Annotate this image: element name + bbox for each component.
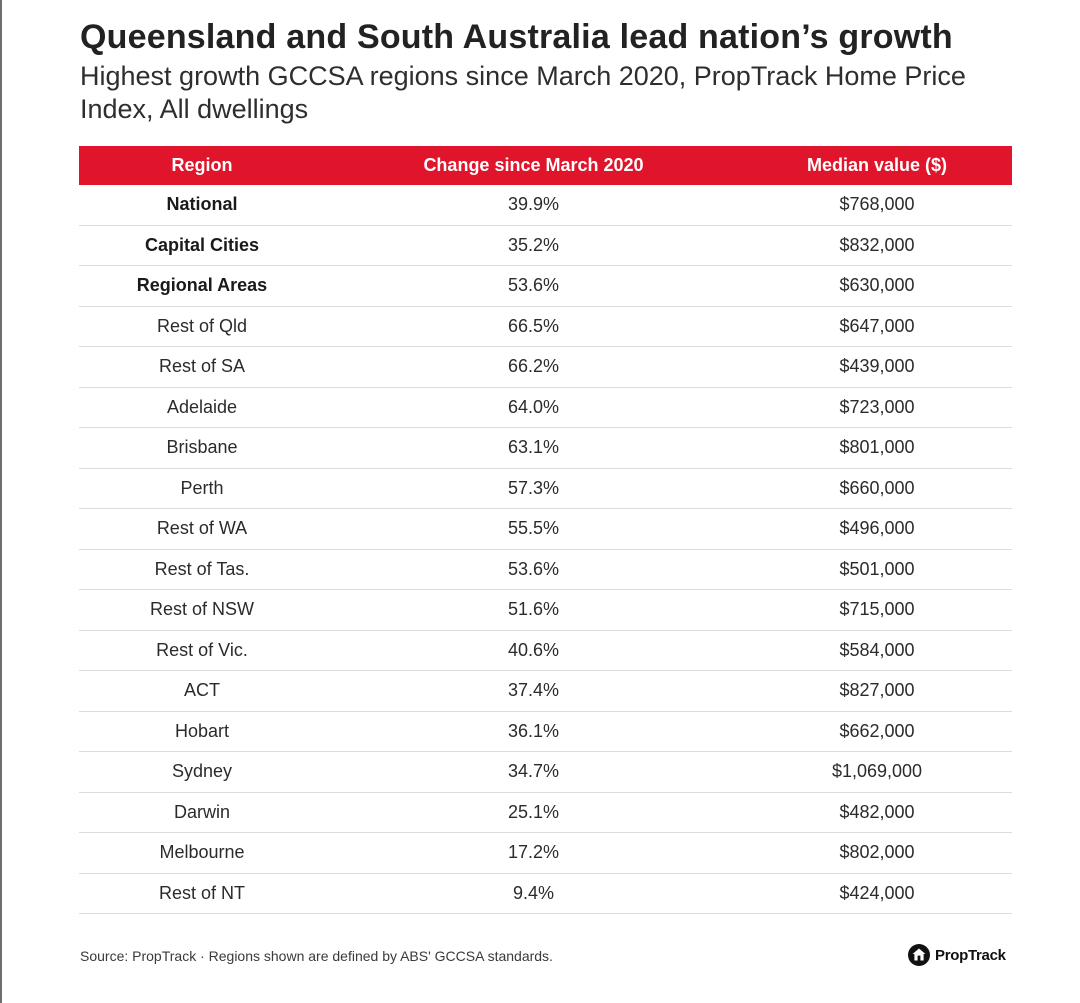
table-row: Rest of Tas. 53.6% $501,000 [79,550,1012,590]
column-header-median: Median value ($) [806,155,948,175]
table-row: Adelaide 64.0% $723,000 [79,388,1012,428]
cell-region: Rest of WA [156,518,248,539]
proptrack-logo-icon [908,944,930,966]
cell-region: Melbourne [159,842,245,863]
cell-change: 53.6% [507,275,560,296]
cell-region: National [166,194,238,215]
table-row: Perth 57.3% $660,000 [79,469,1012,509]
table-row: ACT 37.4% $827,000 [79,671,1012,712]
cell-change: 63.1% [507,437,560,458]
table-row: Rest of Qld 66.5% $647,000 [79,307,1012,347]
cell-region: Rest of NT [158,882,246,903]
cell-change: 35.2% [507,234,560,255]
cell-median: $768,000 [839,194,915,215]
cell-median: $715,000 [839,599,915,620]
table-row: National 39.9% $768,000 [79,185,1012,226]
table-row: Rest of Vic. 40.6% $584,000 [79,631,1012,671]
data-table: Region Change since March 2020 Median va… [79,146,1012,914]
cell-change: 25.1% [507,801,560,822]
cell-region: Capital Cities [144,234,260,255]
cell-median: $1,069,000 [831,761,923,782]
table-header: Region Change since March 2020 Median va… [79,146,1012,185]
cell-median: $439,000 [839,356,915,377]
cell-region: Darwin [173,801,230,822]
table-row: Brisbane 63.1% $801,000 [79,428,1012,469]
cell-median: $660,000 [839,477,915,498]
cell-region: Sydney [171,761,233,782]
table-row: Hobart 36.1% $662,000 [79,712,1012,752]
cell-change: 53.6% [507,558,560,579]
table-body: National 39.9% $768,000 Capital Cities 35.2%… [79,185,1012,914]
cell-median: $584,000 [839,639,915,660]
cell-region: Brisbane [166,437,238,458]
cell-region: Rest of SA [158,356,246,377]
chart-subtitle: Highest growth GCCSA regions since March… [80,61,966,124]
table-row: Sydney 34.7% $1,069,000 [79,752,1012,793]
cell-region: Regional Areas [136,275,268,296]
cell-region: Rest of Vic. [156,639,248,660]
cell-change: 9.4% [512,882,555,903]
table-row: Rest of SA 66.2% $439,000 [79,347,1012,388]
source-note: Source: PropTrack · Regions shown are de… [80,948,553,964]
cell-change: 39.9% [507,194,560,215]
chart-title: Queensland and South Australia lead nati… [80,18,953,56]
cell-median: $501,000 [839,558,915,579]
cell-median: $647,000 [839,315,915,336]
cell-change: 36.1% [507,720,560,741]
table-row: Melbourne 17.2% $802,000 [79,833,1012,874]
cell-change: 64.0% [507,396,560,417]
cell-region: Rest of NSW [149,599,255,620]
cell-region: Hobart [174,720,230,741]
cell-median: $630,000 [839,275,915,296]
cell-region: Rest of Tas. [154,558,250,579]
cell-change: 57.3% [507,477,560,498]
cell-median: $801,000 [839,437,915,458]
cell-median: $424,000 [839,882,915,903]
cell-median: $496,000 [839,518,915,539]
cell-region: Adelaide [166,396,238,417]
cell-change: 34.7% [507,761,560,782]
table-row: Darwin 25.1% $482,000 [79,793,1012,833]
table-row: Regional Areas 53.6% $630,000 [79,266,1012,307]
table-row: Capital Cities 35.2% $832,000 [79,226,1012,266]
cell-median: $827,000 [839,680,915,701]
brand-name: PropTrack [935,946,1006,964]
cell-change: 37.4% [507,680,560,701]
cell-change: 66.2% [507,356,560,377]
cell-change: 40.6% [507,639,560,660]
cell-change: 51.6% [507,599,560,620]
cell-change: 55.5% [507,518,560,539]
cell-change: 66.5% [507,315,560,336]
brand-logo: PropTrack [907,943,1006,967]
cell-median: $662,000 [839,720,915,741]
cell-median: $723,000 [839,396,915,417]
cell-median: $482,000 [839,801,915,822]
frame-edge [0,0,2,1003]
cell-region: Perth [180,477,224,498]
cell-median: $832,000 [839,234,915,255]
cell-change: 17.2% [507,842,560,863]
table-row: Rest of WA 55.5% $496,000 [79,509,1012,550]
table-row: Rest of NSW 51.6% $715,000 [79,590,1012,631]
column-header-change: Change since March 2020 [423,155,644,175]
cell-region: Rest of Qld [156,315,248,336]
table-row: Rest of NT 9.4% $424,000 [79,874,1012,914]
column-header-region: Region [171,155,233,175]
cell-region: ACT [184,680,220,701]
cell-median: $802,000 [839,842,915,863]
